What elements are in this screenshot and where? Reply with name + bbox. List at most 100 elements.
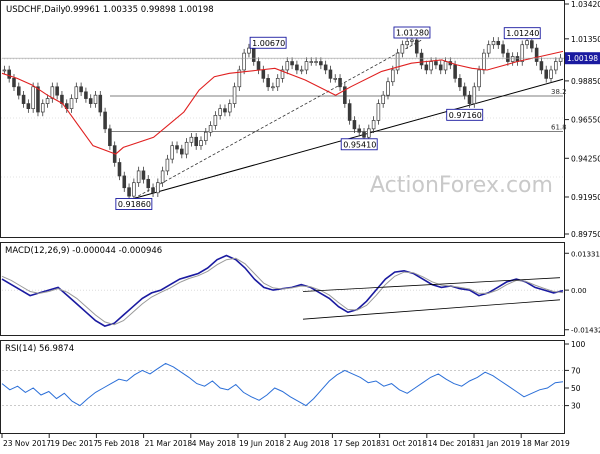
candle-body <box>357 128 362 133</box>
candle-body <box>127 187 131 197</box>
candle-body <box>160 170 165 184</box>
candle-body <box>2 69 7 72</box>
candle-body <box>180 148 184 155</box>
candle-body <box>290 61 294 66</box>
candle-body <box>93 94 98 104</box>
rsi-panel-frame <box>0 340 565 434</box>
candle-body <box>132 182 136 197</box>
candle-body <box>419 52 424 66</box>
candle-body <box>242 52 246 71</box>
candle-body <box>482 52 486 71</box>
candle-body <box>410 39 414 42</box>
price-annotation-box <box>446 108 484 121</box>
candle-body <box>304 61 309 71</box>
candle-body <box>554 61 558 71</box>
candle-body <box>530 40 534 49</box>
candle-body <box>184 141 189 155</box>
candle-body <box>26 103 31 110</box>
price-annotation-label: 1.00670 <box>252 39 285 48</box>
candle-body <box>103 111 107 130</box>
candle-body <box>347 103 352 121</box>
candle-body <box>237 69 242 88</box>
price-ytick-label: 1.01350 <box>571 35 600 44</box>
x-tick-label: 19 Jun 2018 <box>239 439 284 448</box>
candle-body <box>194 136 198 147</box>
candle-body <box>558 57 563 62</box>
ma-line <box>1 50 564 155</box>
candle-body <box>343 86 347 104</box>
candle-body <box>549 69 553 79</box>
candle-body <box>251 47 256 62</box>
candle-body <box>501 44 505 54</box>
fib-label: 61.8 <box>551 123 567 131</box>
candle-body <box>189 136 194 143</box>
candle-body <box>69 98 74 110</box>
candle-body <box>453 64 457 79</box>
candle-body <box>151 187 155 194</box>
x-tick-label: 2 Aug 2018 <box>286 439 329 448</box>
candle-body <box>79 86 83 93</box>
candle-body <box>525 40 529 46</box>
candle-body <box>50 86 55 99</box>
candle-body <box>12 78 16 88</box>
candle-body <box>156 182 160 194</box>
price-header: USDCHF,Daily <box>6 5 66 15</box>
candle-body <box>199 140 203 147</box>
candle-body <box>84 91 88 99</box>
candle-body <box>323 64 328 71</box>
candle-body <box>208 125 213 133</box>
candle-body <box>232 86 237 104</box>
signal-line <box>1 257 564 326</box>
watermark: ActionForex.com <box>370 173 553 198</box>
candle-body <box>271 86 275 89</box>
x-tick-label: 14 Dec 2018 <box>428 439 476 448</box>
candle-body <box>299 69 304 72</box>
candle-body <box>170 145 175 160</box>
price-ytick-label: 0.91950 <box>571 193 600 202</box>
price-annotation-box <box>503 27 541 40</box>
candle-body <box>7 69 11 79</box>
candle-body <box>333 78 338 80</box>
candle-body <box>213 115 218 126</box>
candle-body <box>108 128 112 147</box>
candle-body <box>429 61 433 71</box>
candle-body <box>496 41 501 46</box>
candle-body <box>506 52 510 62</box>
candle-body <box>438 64 443 71</box>
x-tick-label: 17 Sep 2018 <box>333 439 381 448</box>
candle-body <box>486 44 491 54</box>
candle-body <box>31 86 35 110</box>
candle-body <box>386 81 390 96</box>
price-annotation-label: 0.91860 <box>118 200 151 209</box>
price-ytick-label: 0.94250 <box>571 154 600 163</box>
price-ohlc: 0.99961 1.00335 0.99898 1.00198 <box>65 5 214 15</box>
rsi-ytick-label: 30 <box>571 402 581 411</box>
candle-body <box>414 39 419 54</box>
candle-body <box>45 98 50 104</box>
rsi-ytick-label: 100 <box>571 340 586 349</box>
candle-body <box>390 69 395 83</box>
candle-body <box>175 145 179 150</box>
price-annotation-label: 1.01280 <box>396 29 429 38</box>
price-annotation-label: 1.01240 <box>506 29 539 38</box>
price-annotation-label: 0.95410 <box>343 140 376 149</box>
price-annotation-label: 0.97160 <box>449 111 482 120</box>
macd-upper-trendline <box>302 277 561 292</box>
candle-body <box>534 47 539 62</box>
candle-body <box>247 47 251 54</box>
candle-body <box>367 128 371 138</box>
candle-body <box>266 78 270 88</box>
candle-body <box>136 170 141 184</box>
candle-body <box>16 86 21 96</box>
candle-body <box>261 69 266 79</box>
candle-body <box>227 103 232 113</box>
candle-body <box>400 44 405 54</box>
candle-body <box>424 64 429 71</box>
price-annotation-box <box>393 26 431 39</box>
candle-body <box>328 69 333 79</box>
x-tick-label: 31 Oct 2018 <box>381 439 428 448</box>
candle-body <box>256 61 261 71</box>
candle-body <box>472 86 477 104</box>
